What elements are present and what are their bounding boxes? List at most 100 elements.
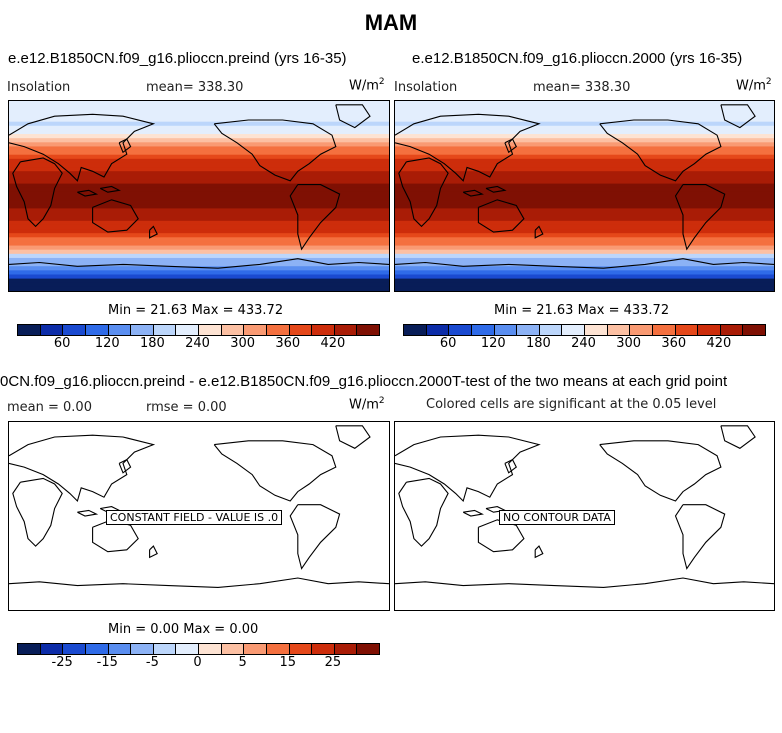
insolation-band (9, 117, 389, 123)
coastline (395, 113, 541, 182)
coastline (12, 157, 63, 228)
insolation-band (395, 233, 774, 238)
colorbar-swatch (85, 644, 109, 654)
panel3-map: CONSTANT FIELD - VALUE IS .0 (8, 421, 390, 611)
insolation-band (395, 204, 774, 209)
panel2-minmax: Min = 21.63 Max = 433.72 (494, 303, 670, 318)
insolation-band (9, 233, 389, 238)
coastline (213, 440, 337, 502)
insolation-band (9, 113, 389, 119)
insolation-band (9, 204, 389, 209)
colorbar-swatch (221, 325, 245, 335)
insolation-band (395, 266, 774, 271)
insolation-band (395, 101, 774, 106)
colorbar-swatch (40, 325, 64, 335)
panel4-coastlines (395, 425, 774, 588)
coastline (289, 504, 341, 570)
colorbar-tick-label: 60 (53, 336, 71, 351)
colorbar-swatch (404, 325, 427, 335)
colorbar-swatch (199, 325, 222, 335)
insolation-band (9, 101, 389, 106)
panel4-title: T-test of the two means at each grid poi… (452, 373, 728, 390)
insolation-band (395, 150, 774, 156)
figure-title: MAM (364, 10, 418, 35)
colorbar-tick-label: 25 (324, 655, 342, 670)
coastline (477, 199, 525, 233)
panel2-mean: mean= 338.30 (533, 80, 631, 95)
colorbar-tick-label: 5 (238, 655, 247, 670)
insolation-band (9, 224, 389, 230)
panel4-map-svg (395, 425, 774, 588)
colorbar-swatch (108, 325, 132, 335)
insolation-band (395, 196, 774, 201)
coastline (398, 157, 449, 228)
colorbar-tick-label: 240 (571, 336, 596, 351)
insolation-band (395, 282, 774, 288)
insolation-band (395, 253, 774, 259)
insolation-band (395, 220, 774, 226)
colorbar-tick-label: 60 (439, 336, 457, 351)
insolation-band (395, 191, 774, 197)
coastline (149, 545, 158, 559)
coastline (9, 258, 389, 269)
insolation-band (9, 138, 389, 143)
insolation-band (9, 270, 389, 276)
colorbar-swatch (334, 325, 358, 335)
panel2-coastlines (395, 104, 774, 269)
colorbar-swatch (244, 325, 267, 335)
insolation-band (9, 274, 389, 280)
colorbar-swatch (630, 325, 653, 335)
insolation-band (395, 175, 774, 181)
insolation-band (395, 278, 774, 284)
coastline (720, 104, 756, 129)
panel2-map-svg (395, 101, 774, 291)
insolation-band (9, 105, 389, 110)
panel2-colorbar (403, 324, 766, 336)
coastline (395, 434, 541, 503)
colorbar-swatch (40, 644, 64, 654)
coastline (9, 577, 389, 588)
insolation-band (395, 113, 774, 119)
panel4-no-contour-label: NO CONTOUR DATA (499, 510, 615, 525)
colorbar-swatch (131, 644, 154, 654)
colorbar-swatch (471, 325, 495, 335)
panel1-variable: Insolation (7, 80, 71, 95)
panel3-mean: mean = 0.00 (7, 400, 92, 415)
insolation-band (395, 208, 774, 214)
insolation-band (9, 262, 389, 267)
colorbar-swatch (652, 325, 676, 335)
coastline (398, 477, 449, 547)
insolation-band (395, 245, 774, 251)
colorbar-swatch (675, 325, 699, 335)
insolation-band (9, 154, 389, 160)
panel3-units: W/m2 (349, 396, 385, 413)
coastline (9, 434, 156, 503)
insolation-band (395, 183, 774, 189)
coastline (118, 138, 132, 154)
panel1-title: e.e12.B1850CN.f09_g16.plioccn.preind (yr… (8, 50, 347, 67)
insolation-band (9, 241, 389, 247)
colorbar-swatch (289, 325, 313, 335)
panel4-map: NO CONTOUR DATA (394, 421, 775, 611)
insolation-band (395, 229, 774, 234)
panel3-colorbar (17, 643, 380, 655)
panel1-colorbar (17, 324, 380, 336)
colorbar-tick-label: 240 (185, 336, 210, 351)
insolation-band (9, 171, 389, 176)
insolation-band (395, 216, 774, 222)
insolation-band (9, 196, 389, 201)
colorbar-tick-label: -15 (96, 655, 118, 670)
insolation-band (9, 125, 389, 131)
colorbar-swatch (221, 644, 245, 654)
coastline (462, 189, 484, 197)
colorbar-swatch (312, 325, 335, 335)
coastline (674, 184, 726, 251)
insolation-band (9, 129, 389, 135)
colorbar-swatch (539, 325, 563, 335)
colorbar-swatch (494, 325, 518, 335)
colorbar-swatch (18, 644, 41, 654)
insolation-band (395, 142, 774, 148)
insolation-band (9, 183, 389, 189)
panel3-rmse: rmse = 0.00 (146, 400, 227, 415)
colorbar-tick-label: 420 (706, 336, 732, 351)
